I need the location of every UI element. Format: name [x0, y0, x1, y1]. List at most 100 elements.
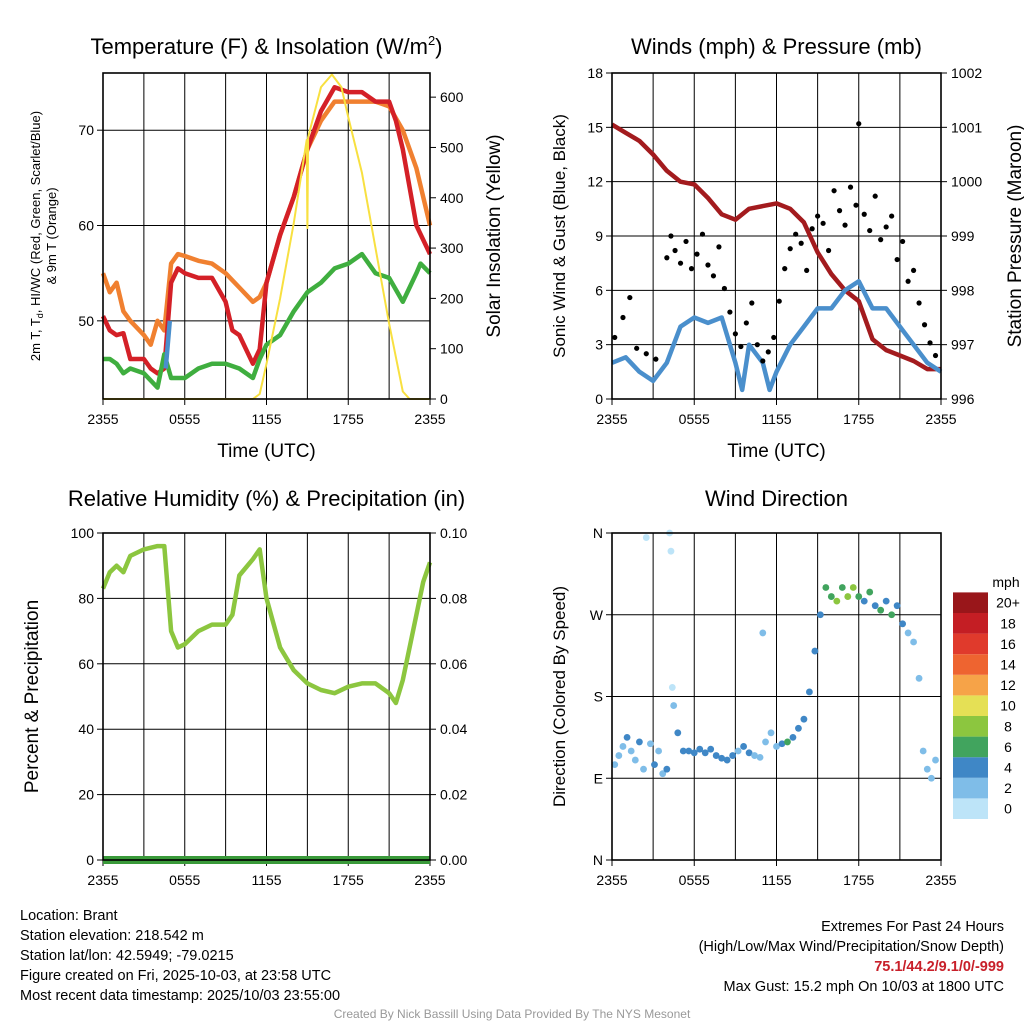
- gust-point: [798, 240, 804, 246]
- legend-swatch: [953, 613, 988, 634]
- direction-point: [795, 724, 802, 732]
- gust-point: [867, 227, 873, 234]
- gust-point: [905, 278, 911, 284]
- series-line-2m-t: [100, 85, 433, 376]
- gust-point: [716, 244, 722, 250]
- gust-point: [776, 298, 782, 304]
- direction-point: [740, 743, 747, 750]
- y-tick-label: N: [593, 525, 603, 541]
- x-tick-label: 2355: [596, 872, 627, 888]
- series-line-wind: [611, 279, 943, 393]
- direction-point: [707, 745, 715, 753]
- chart-title: Temperature (F) & Insolation (W/m2): [91, 33, 443, 59]
- direction-point: [811, 647, 819, 655]
- direction-point: [619, 743, 627, 750]
- direction-point: [928, 774, 935, 782]
- legend-swatch: [953, 633, 988, 655]
- gust-point: [883, 224, 889, 230]
- plot-data: [100, 73, 433, 400]
- x-tick-label: 2355: [414, 872, 445, 888]
- direction-point: [667, 547, 675, 555]
- chart-panel-1: Temperature (F) & Insolation (W/m2) 50 60 7…: [28, 33, 505, 462]
- extremes-info: Extremes For Past 24 Hours (High/Low/Max…: [699, 917, 1004, 997]
- y2-tick-label: 0.04: [440, 721, 467, 737]
- location-text: Location: Brant: [20, 908, 118, 924]
- direction-point: [756, 753, 764, 761]
- direction-point: [679, 747, 687, 755]
- y2-axis-label: Solar Insolation (Yellow): [484, 134, 505, 337]
- y-label-part: , HI/WC (Red, Green, Scarlet/Blue): [28, 111, 43, 313]
- y2-tick-label: 1000: [951, 174, 982, 190]
- direction-point: [659, 770, 667, 778]
- extremes-values: 75.1/44.2/9.1/0/-999: [874, 959, 1004, 975]
- title-superscript: 2: [428, 33, 435, 48]
- gust-point: [664, 255, 670, 261]
- y-tick-label: 50: [78, 313, 94, 329]
- gust-point: [688, 266, 695, 272]
- y2-tick-label: 1002: [951, 65, 982, 81]
- gust-point: [820, 220, 826, 226]
- direction-point: [860, 597, 868, 605]
- legend-swatch: [953, 695, 988, 716]
- created-text: Figure created on Fri, 2025-10-03, at 23…: [20, 968, 332, 984]
- direction-point: [904, 629, 912, 637]
- direction-point: [611, 761, 619, 769]
- y2-tick-label: 999: [951, 228, 975, 244]
- chart-title: Relative Humidity (%) & Precipitation (i…: [68, 486, 465, 511]
- series-line-solar: [103, 73, 430, 400]
- y-tick-label: W: [590, 607, 604, 623]
- y-tick-label: 0: [595, 391, 603, 407]
- x-tick-label: 2355: [925, 872, 956, 888]
- x-tick-label: 2355: [414, 411, 445, 427]
- x-tick-label: 1155: [251, 411, 281, 427]
- direction-point: [685, 747, 693, 755]
- direction-point: [651, 761, 658, 769]
- direction-point: [806, 688, 813, 696]
- gust-point: [754, 342, 760, 348]
- legend-label: 12: [1000, 677, 1016, 693]
- legend-label: 20+: [996, 595, 1020, 611]
- plot-data: [611, 529, 939, 782]
- gust-point: [793, 231, 799, 237]
- gust-point: [825, 247, 832, 254]
- legend-title: mph: [992, 574, 1019, 590]
- direction-point: [866, 588, 874, 596]
- direction-point: [910, 638, 917, 646]
- y2-tick-label: 300: [440, 240, 464, 256]
- y2-tick-label: 998: [951, 282, 975, 298]
- y-tick-label: 40: [78, 721, 94, 737]
- direction-point: [636, 738, 643, 746]
- direction-point: [923, 765, 931, 773]
- gust-point: [612, 334, 618, 341]
- series-line-rh: [100, 543, 433, 706]
- gust-point: [831, 188, 837, 194]
- direction-point: [751, 752, 758, 759]
- gust-point: [738, 343, 744, 350]
- gust-point: [620, 314, 626, 321]
- series-line-pressure: [610, 122, 941, 372]
- gust-point: [910, 267, 917, 274]
- y-tick-label: 15: [587, 119, 603, 135]
- gust-point: [889, 213, 895, 219]
- direction-point: [800, 715, 808, 723]
- y2-tick-label: 0.00: [440, 852, 467, 868]
- gust-point: [672, 247, 678, 254]
- y-axis-label: Sonic Wind & Gust (Blue, Black): [550, 114, 569, 358]
- gust-point: [921, 322, 928, 328]
- direction-point: [759, 629, 767, 637]
- legend-label: 8: [1004, 718, 1012, 734]
- legend-label: 14: [1000, 657, 1016, 673]
- chart-title: Winds (mph) & Pressure (mb): [631, 34, 922, 59]
- direction-point: [773, 743, 780, 750]
- direction-point: [615, 752, 623, 759]
- y-axis-label: 2m T, Td, HI/WC (Red, Green, Scarlet/Blu…: [28, 111, 45, 361]
- gust-point: [872, 193, 878, 199]
- direction-point: [932, 756, 939, 764]
- y-axis-label: Percent & Precipitation: [22, 600, 43, 793]
- gust-point: [705, 262, 711, 268]
- direction-point: [640, 765, 647, 773]
- gust-point: [804, 267, 810, 274]
- gust-point: [668, 233, 674, 239]
- direction-point: [670, 702, 678, 709]
- x-tick-label: 1755: [333, 411, 364, 427]
